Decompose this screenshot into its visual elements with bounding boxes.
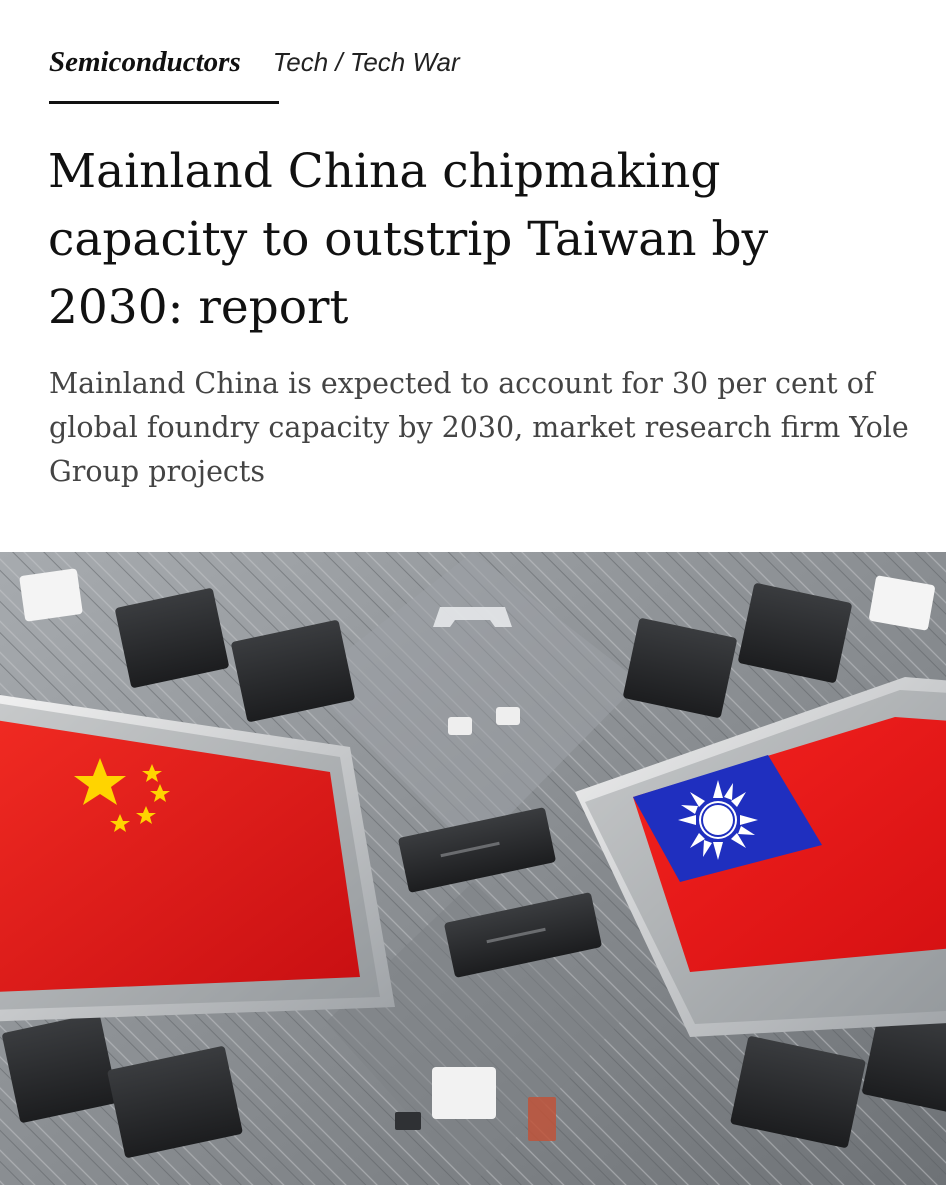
component-icon	[19, 568, 83, 622]
hero-image	[0, 552, 946, 1185]
section-link[interactable]: Semiconductors	[49, 46, 241, 78]
breadcrumb[interactable]: Tech / Tech War	[272, 47, 460, 77]
star-icon	[74, 758, 170, 832]
section-underline	[49, 101, 279, 104]
article-headline: Mainland China chipmaking capacity to ou…	[48, 144, 769, 335]
hero-illustration	[0, 552, 946, 1185]
taiwan-flag-chip	[575, 677, 946, 1037]
article-category-bar: Semiconductors Tech / Tech War	[49, 46, 460, 79]
article-summary: Mainland China is expected to account fo…	[49, 367, 909, 488]
sun-icon	[678, 780, 758, 860]
china-flag-chip	[0, 694, 395, 1022]
